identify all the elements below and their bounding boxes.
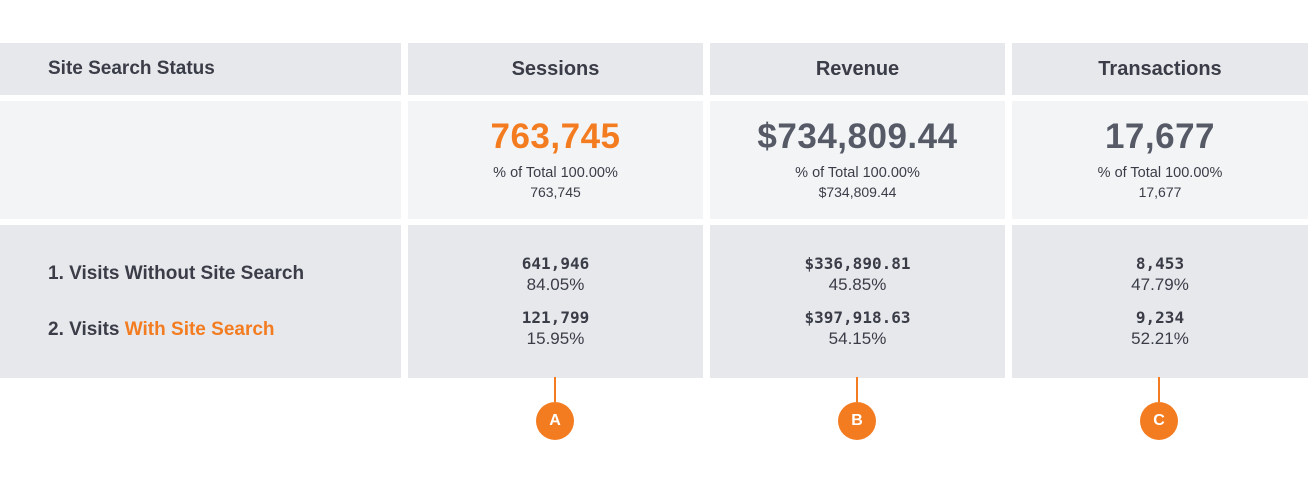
callout-badge-a: A: [536, 402, 574, 440]
total-sessions-cell: 763,745 % of Total 100.00% 763,745: [408, 101, 703, 219]
header-site-search-status: Site Search Status: [0, 43, 401, 95]
revenue-with-search: $397,918.63 54.15%: [805, 308, 911, 350]
header-row: Site Search Status Sessions Revenue Tran…: [0, 43, 1308, 95]
metric-percent: 54.15%: [828, 328, 887, 348]
header-sessions: Sessions: [408, 43, 703, 95]
metric-percent: 15.95%: [526, 328, 585, 348]
total-transactions-percent: % of Total 100.00%: [1097, 165, 1223, 181]
callout-marker-c: C: [1140, 377, 1178, 440]
segment-revenue-cell: $336,890.81 45.85% $397,918.63 54.15%: [710, 225, 1005, 378]
segment-labels-cell: 1. Visits Without Site Search 2. Visits …: [0, 225, 401, 378]
segment-label-highlight: With Site Search: [124, 318, 275, 340]
callout-connector-line: [856, 377, 858, 402]
header-transactions: Transactions: [1012, 43, 1308, 95]
total-revenue-absolute: $734,809.44: [818, 184, 897, 200]
segment-label-text: 1. Visits Without Site Search: [48, 262, 305, 284]
totals-label-cell: [0, 101, 401, 219]
total-transactions-absolute: 17,677: [1138, 184, 1182, 200]
callout-connector-line: [1158, 377, 1160, 402]
metric-percent: 84.05%: [526, 274, 585, 294]
segment-label-with-search: 2. Visits With Site Search: [48, 318, 275, 342]
revenue-without-search: $336,890.81 45.85%: [805, 254, 911, 296]
callout-badge-b: B: [838, 402, 876, 440]
transactions-with-search: 9,234 52.21%: [1131, 308, 1189, 350]
site-search-table: Site Search Status Sessions Revenue Tran…: [0, 43, 1308, 378]
total-revenue-cell: $734,809.44 % of Total 100.00% $734,809.…: [710, 101, 1005, 219]
total-revenue-value: $734,809.44: [757, 117, 958, 156]
metric-percent: 45.85%: [828, 274, 887, 294]
metric-value: $397,918.63: [804, 307, 911, 327]
metric-value: 9,234: [1135, 307, 1185, 327]
callout-marker-a: A: [536, 377, 574, 440]
total-sessions-value: 763,745: [490, 117, 621, 156]
column-header-label: Sessions: [511, 57, 600, 80]
metric-value: 641,946: [521, 253, 590, 273]
total-revenue-percent: % of Total 100.00%: [795, 165, 920, 181]
callout-connector-line: [554, 377, 556, 402]
total-sessions-absolute: 763,745: [530, 184, 581, 200]
column-header-label: Revenue: [815, 57, 900, 80]
metric-value: 121,799: [521, 307, 590, 327]
sessions-without-search: 641,946 84.05%: [522, 254, 589, 296]
sessions-with-search: 121,799 15.95%: [522, 308, 589, 350]
total-transactions-value: 17,677: [1104, 117, 1216, 156]
segment-transactions-cell: 8,453 47.79% 9,234 52.21%: [1012, 225, 1308, 378]
segment-label-without-search: 1. Visits Without Site Search: [48, 262, 304, 286]
callout-marker-b: B: [838, 377, 876, 440]
metric-percent: 52.21%: [1131, 328, 1189, 348]
header-label: Site Search Status: [48, 58, 215, 79]
segments-row: 1. Visits Without Site Search 2. Visits …: [0, 225, 1308, 378]
callout-badge-c: C: [1140, 402, 1178, 440]
metric-percent: 47.79%: [1131, 274, 1189, 294]
column-header-label: Transactions: [1098, 57, 1222, 80]
metric-value: $336,890.81: [804, 253, 911, 273]
total-transactions-cell: 17,677 % of Total 100.00% 17,677: [1012, 101, 1308, 219]
segment-sessions-cell: 641,946 84.05% 121,799 15.95%: [408, 225, 703, 378]
header-revenue: Revenue: [710, 43, 1005, 95]
metric-value: 8,453: [1135, 253, 1185, 273]
segment-label-text: 2. Visits: [48, 318, 125, 340]
transactions-without-search: 8,453 47.79%: [1131, 254, 1189, 296]
total-sessions-percent: % of Total 100.00%: [493, 165, 618, 181]
totals-row: 763,745 % of Total 100.00% 763,745 $734,…: [0, 101, 1308, 219]
